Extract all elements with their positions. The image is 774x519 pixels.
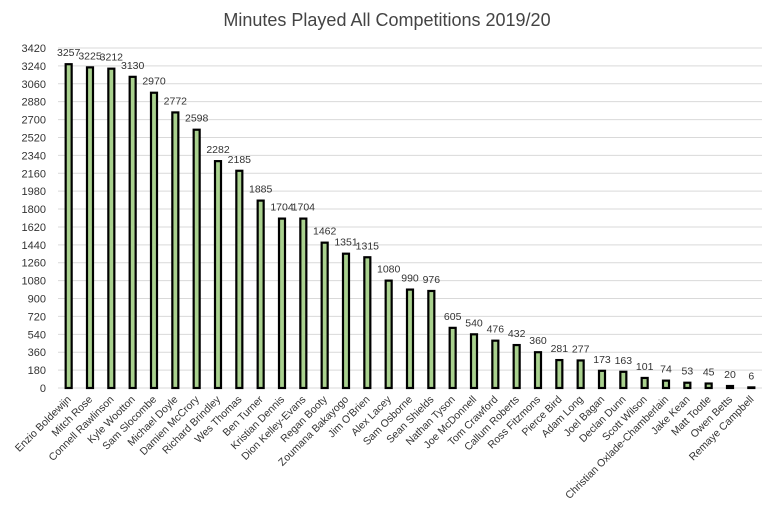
bar: [661, 379, 671, 390]
data-label: 1315: [356, 240, 380, 252]
y-tick-label: 3240: [22, 61, 46, 73]
bar: [683, 381, 692, 390]
y-tick-label: 2160: [22, 168, 46, 180]
data-label: 3257: [57, 47, 81, 59]
bar: [85, 66, 95, 390]
bar: [747, 386, 756, 390]
bar: [320, 241, 329, 390]
y-tick-label: 0: [40, 383, 46, 395]
data-label: 3130: [121, 60, 145, 72]
y-tick-label: 3420: [22, 43, 46, 55]
bar: [512, 343, 521, 390]
y-tick-label: 1080: [22, 276, 46, 288]
bar: [384, 279, 393, 390]
bar: [427, 289, 436, 390]
data-label: 101: [636, 361, 654, 373]
data-label: 1704: [270, 202, 294, 214]
y-tick-label: 1620: [22, 222, 46, 234]
data-label: 45: [703, 367, 715, 379]
bar: [619, 370, 628, 390]
bar: [533, 351, 543, 390]
bar: [405, 288, 415, 390]
y-tick-label: 2700: [22, 115, 46, 127]
data-label: 605: [444, 311, 462, 323]
data-label: 6: [748, 370, 754, 382]
y-tick-label: 1260: [22, 258, 46, 270]
data-label: 277: [572, 343, 590, 355]
y-axis: 0 180 360 540 720 900 1080 1260 1440 1620 1800 1980…: [22, 43, 46, 395]
bar: [235, 169, 244, 390]
bar: [555, 358, 564, 390]
data-label: 2282: [206, 144, 230, 156]
bar: [149, 91, 159, 390]
bars: [64, 63, 756, 390]
data-label: 3212: [100, 52, 124, 64]
bar: [597, 369, 607, 390]
bar: [299, 217, 308, 390]
y-tick-label: 540: [28, 329, 46, 341]
data-label: 2185: [228, 154, 252, 166]
data-label: 20: [724, 369, 736, 381]
data-label: 1462: [313, 226, 337, 238]
y-tick-label: 3060: [22, 79, 46, 91]
y-tick-label: 900: [28, 294, 46, 306]
y-tick-label: 2340: [22, 150, 46, 162]
data-label: 476: [487, 324, 505, 336]
y-tick-label: 1800: [22, 204, 46, 216]
bar: [448, 326, 457, 390]
bar: [64, 63, 73, 390]
y-tick-label: 720: [28, 311, 46, 323]
bar: [725, 384, 735, 390]
data-label: 432: [508, 328, 526, 340]
data-label: 1080: [377, 264, 401, 276]
y-tick-label: 360: [28, 347, 46, 359]
y-tick-label: 2880: [22, 97, 46, 109]
data-label: 173: [593, 354, 611, 366]
bar: [277, 217, 287, 390]
data-label: 2772: [164, 95, 188, 107]
data-label: 3225: [78, 50, 102, 62]
data-label: 2598: [185, 113, 209, 125]
bar: [704, 382, 713, 390]
y-tick-label: 1440: [22, 240, 46, 252]
data-label: 360: [529, 335, 547, 347]
data-label: 74: [660, 364, 672, 376]
data-label: 1704: [292, 202, 316, 214]
chart-title: Minutes Played All Competitions 2019/20: [223, 10, 551, 30]
bar: [192, 128, 201, 390]
bar: [213, 160, 223, 390]
data-label: 281: [551, 343, 569, 355]
data-label: 163: [615, 355, 633, 367]
data-label: 1351: [334, 237, 358, 249]
bar: [363, 256, 372, 390]
bar: [640, 376, 649, 390]
data-label: 540: [465, 317, 483, 329]
data-label: 53: [681, 366, 693, 378]
bar: [576, 359, 585, 390]
bar: [128, 75, 137, 390]
bar: [256, 199, 265, 390]
bar: [491, 339, 500, 390]
data-label: 2970: [142, 76, 166, 88]
data-label: 976: [423, 274, 441, 286]
bar: [171, 111, 180, 390]
y-tick-label: 2520: [22, 132, 46, 144]
bar: [469, 333, 479, 390]
bar: [107, 67, 116, 390]
bar: [341, 252, 351, 390]
data-label: 990: [401, 273, 419, 285]
data-label: 1885: [249, 184, 273, 196]
y-tick-label: 180: [28, 365, 46, 377]
y-tick-label: 1980: [22, 186, 46, 198]
